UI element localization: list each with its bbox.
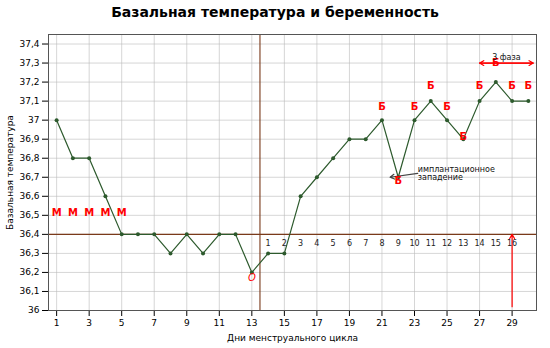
svg-text:М: М bbox=[52, 207, 62, 218]
svg-text:16: 16 bbox=[507, 239, 517, 248]
svg-text:Б: Б bbox=[492, 56, 500, 68]
svg-text:5: 5 bbox=[119, 318, 125, 328]
svg-text:37,4: 37,4 bbox=[19, 39, 39, 49]
svg-text:5: 5 bbox=[331, 239, 336, 248]
svg-text:12: 12 bbox=[442, 239, 452, 248]
svg-text:10: 10 bbox=[409, 239, 419, 248]
svg-text:36: 36 bbox=[28, 305, 40, 315]
svg-text:3: 3 bbox=[86, 318, 92, 328]
svg-text:9: 9 bbox=[396, 239, 401, 248]
svg-text:1: 1 bbox=[266, 239, 271, 248]
svg-text:6: 6 bbox=[347, 239, 352, 248]
svg-text:19: 19 bbox=[344, 318, 356, 328]
svg-text:Б: Б bbox=[525, 80, 533, 91]
svg-text:36,6: 36,6 bbox=[19, 191, 39, 201]
svg-text:25: 25 bbox=[441, 318, 452, 328]
svg-text:11: 11 bbox=[214, 318, 225, 328]
svg-text:36,4: 36,4 bbox=[19, 229, 39, 239]
svg-text:Б: Б bbox=[394, 175, 402, 186]
svg-text:Б: Б bbox=[443, 101, 451, 112]
svg-text:7: 7 bbox=[151, 318, 157, 328]
svg-text:17: 17 bbox=[311, 318, 322, 328]
svg-text:21: 21 bbox=[376, 318, 387, 328]
svg-text:7: 7 bbox=[363, 239, 368, 248]
svg-text:37,1: 37,1 bbox=[19, 96, 39, 106]
svg-text:36,9: 36,9 bbox=[19, 134, 39, 144]
svg-text:имплантационноезападение: имплантационноезападение bbox=[418, 165, 495, 182]
svg-text:36,5: 36,5 bbox=[19, 210, 39, 220]
svg-text:1: 1 bbox=[54, 318, 60, 328]
svg-text:4: 4 bbox=[314, 239, 319, 248]
svg-text:36,7: 36,7 bbox=[19, 172, 39, 182]
svg-text:15: 15 bbox=[279, 318, 290, 328]
svg-text:13: 13 bbox=[246, 318, 257, 328]
svg-text:3 фаза: 3 фаза bbox=[492, 53, 521, 62]
svg-text:36,1: 36,1 bbox=[19, 286, 39, 296]
svg-text:29: 29 bbox=[506, 318, 518, 328]
svg-text:37,2: 37,2 bbox=[19, 77, 39, 87]
svg-text:Б: Б bbox=[459, 131, 467, 142]
svg-text:15: 15 bbox=[491, 239, 501, 248]
svg-text:Б: Б bbox=[476, 80, 484, 91]
svg-text:O: O bbox=[248, 272, 256, 283]
svg-text:М: М bbox=[100, 207, 110, 218]
svg-text:Дни менструального цикла: Дни менструального цикла bbox=[227, 333, 358, 343]
svg-text:М: М bbox=[84, 207, 94, 218]
svg-text:2: 2 bbox=[282, 239, 287, 248]
svg-text:23: 23 bbox=[409, 318, 420, 328]
svg-text:3: 3 bbox=[298, 239, 303, 248]
svg-text:11: 11 bbox=[426, 239, 436, 248]
svg-text:Б: Б bbox=[508, 80, 516, 91]
svg-text:36,3: 36,3 bbox=[19, 248, 39, 258]
svg-text:Б: Б bbox=[427, 80, 435, 91]
svg-text:27: 27 bbox=[474, 318, 485, 328]
svg-text:Б: Б bbox=[411, 101, 419, 112]
svg-text:М: М bbox=[117, 207, 127, 218]
svg-text:9: 9 bbox=[184, 318, 190, 328]
svg-text:13: 13 bbox=[458, 239, 468, 248]
svg-text:Базальная температура: Базальная температура bbox=[5, 115, 15, 230]
html-text:Базальная температура и береме: Базальная температура и беременность bbox=[111, 4, 439, 20]
svg-text:37: 37 bbox=[28, 115, 39, 125]
svg-text:Б: Б bbox=[378, 101, 386, 112]
svg-text:8: 8 bbox=[379, 239, 384, 248]
svg-text:36,8: 36,8 bbox=[19, 153, 39, 163]
svg-text:37,3: 37,3 bbox=[19, 58, 39, 68]
svg-text:14: 14 bbox=[474, 239, 484, 248]
svg-text:М: М bbox=[68, 207, 78, 218]
svg-text:36,2: 36,2 bbox=[19, 267, 39, 277]
